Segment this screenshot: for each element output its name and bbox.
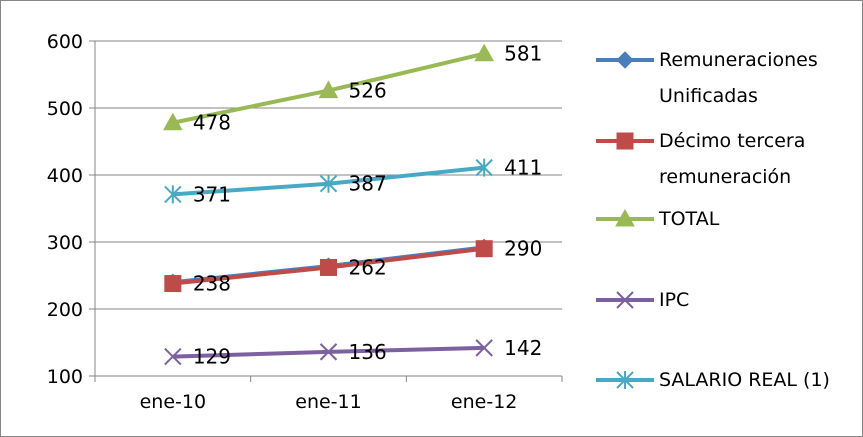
- y-tick-label: 300: [47, 232, 83, 254]
- data-point-4-1: [319, 174, 338, 193]
- data-point-1-2: [475, 240, 493, 258]
- data-point-1-0: [164, 275, 182, 293]
- y-tick-label: 500: [47, 98, 83, 120]
- data-label: 371: [193, 182, 231, 206]
- legend-label: TOTAL: [658, 208, 720, 230]
- x-tick-label: ene-11: [295, 391, 361, 413]
- legend: Remuneraciones Unificadas Décimo tercera re…: [596, 49, 830, 391]
- data-label: 129: [193, 345, 231, 369]
- data-label: 411: [504, 156, 542, 180]
- data-point-3-1: [319, 343, 338, 361]
- y-tick-label: 200: [47, 299, 83, 321]
- data-labels: 238 262 290 478 526 581 129 136 142 371 387 411: [193, 42, 543, 369]
- data-point-2-2: [474, 43, 495, 62]
- legend-label: Unificadas: [659, 85, 758, 107]
- data-label: 142: [504, 336, 542, 360]
- data-point-4-0: [164, 185, 182, 204]
- x-tick-label: ene-12: [451, 391, 517, 413]
- data-point-3-2: [475, 339, 493, 357]
- data-point-2-0: [162, 112, 183, 131]
- data-label: 238: [193, 272, 231, 296]
- series-layer: [162, 43, 495, 366]
- legend-label: SALARIO REAL (1): [659, 369, 830, 391]
- legend-label: remuneración: [659, 166, 791, 188]
- data-label: 526: [349, 79, 387, 103]
- data-label: 290: [504, 237, 542, 261]
- legend-label: Remuneraciones: [659, 49, 818, 71]
- x-tick-label: ene-10: [140, 391, 206, 413]
- y-tick-label: 600: [47, 31, 83, 53]
- data-label: 262: [349, 255, 387, 279]
- data-label: 387: [349, 172, 387, 196]
- legend-marker: [616, 132, 634, 150]
- data-label: 136: [349, 340, 387, 364]
- y-tick-label: 400: [47, 165, 83, 187]
- data-label: 478: [193, 111, 231, 135]
- data-label: 581: [504, 42, 542, 66]
- data-point-1-1: [320, 258, 337, 276]
- data-point-4-2: [475, 158, 493, 177]
- axes: 100 200 300 400 500 600 ene-10 ene-11 ene-12: [47, 31, 563, 413]
- legend-label: Décimo tercera: [659, 130, 805, 152]
- data-point-2-1: [318, 80, 339, 99]
- legend-marker: [615, 208, 635, 227]
- y-tick-label: 100: [47, 366, 83, 388]
- data-point-3-0: [164, 347, 182, 366]
- legend-marker: [616, 291, 634, 309]
- legend-marker: [616, 51, 634, 69]
- legend-label: IPC: [659, 289, 689, 311]
- legend-marker: [616, 371, 634, 389]
